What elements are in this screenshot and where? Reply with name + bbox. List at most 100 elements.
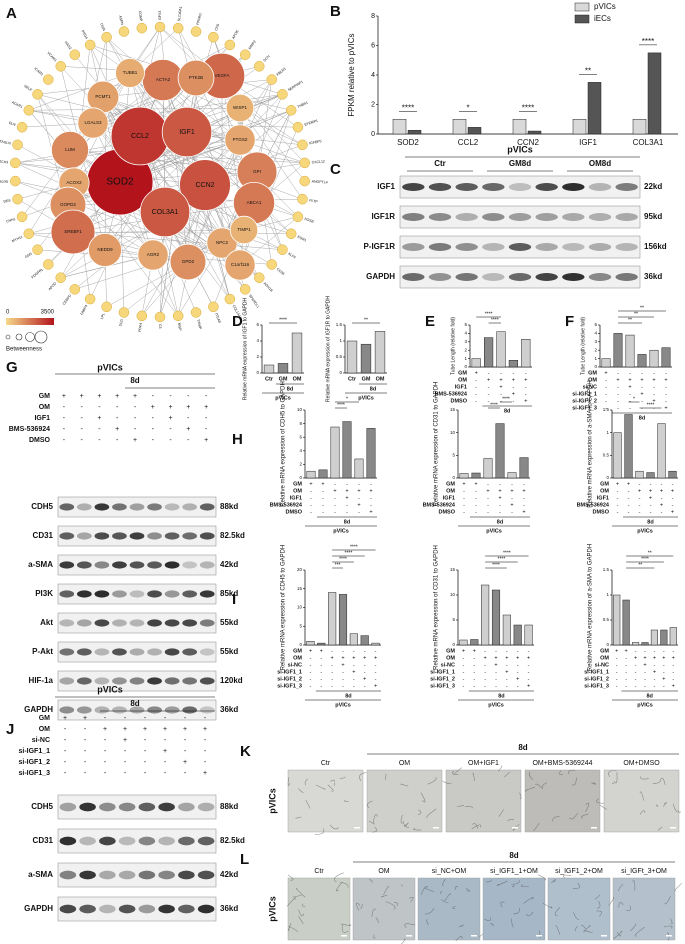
- image-caption: OM+BMS-5369244: [532, 760, 592, 767]
- bar: [392, 119, 407, 135]
- sig-stars: ****: [522, 103, 534, 112]
- bar: [572, 119, 587, 135]
- treatment-sign: +: [163, 726, 167, 733]
- treatment-sign: +: [494, 655, 497, 661]
- y-tick-label: 4: [371, 72, 375, 79]
- node-label: LUM: [65, 147, 75, 152]
- treatment-sign: +: [62, 393, 66, 400]
- blot-row-label: GAPDH: [24, 705, 53, 714]
- micrograph: [417, 877, 481, 941]
- cell-network: [380, 894, 388, 898]
- treatment-sign: +: [203, 726, 207, 733]
- treatment-sign: -: [629, 391, 631, 397]
- y-tick-label: 2: [594, 347, 597, 352]
- cell-network: [340, 882, 349, 888]
- blot-band: [199, 503, 215, 511]
- treatment-sign: +: [652, 377, 655, 383]
- image-caption: OM: [378, 868, 389, 875]
- treatment-sign: -: [499, 509, 501, 515]
- cell-network: [295, 888, 306, 898]
- treatment-sign: -: [463, 662, 465, 668]
- treatment-sign: +: [473, 648, 476, 654]
- treatment-sign: +: [331, 655, 334, 661]
- treatment-sign: +: [321, 481, 324, 487]
- sig-stars: ****: [345, 550, 353, 556]
- size-legend: [34, 330, 48, 344]
- node: [115, 58, 145, 88]
- blot-header: pVICs: [97, 362, 123, 372]
- bar: [484, 337, 494, 368]
- treatment-sign: -: [499, 502, 501, 508]
- blot-band: [182, 677, 198, 685]
- scale-bar: [471, 935, 477, 937]
- legend-swatch: [574, 2, 590, 12]
- treatment-sign: +: [133, 437, 137, 444]
- treatment-sign: -: [346, 509, 348, 515]
- y-tick-label: 10: [297, 407, 303, 412]
- blot-band: [164, 677, 180, 685]
- blot-band: [178, 802, 195, 812]
- label: 8d: [345, 693, 351, 699]
- ring-label: VCAM1: [46, 51, 57, 63]
- treatment-sign: -: [375, 676, 377, 682]
- cell-network: [504, 771, 510, 778]
- treatment-sign: -: [517, 669, 519, 675]
- scale-bar: [433, 827, 439, 829]
- treatment-sign: -: [463, 495, 465, 501]
- cell-network: [393, 901, 399, 906]
- treatment-sign: -: [506, 662, 508, 668]
- node: [88, 233, 122, 267]
- node-label: CCN2: [195, 182, 214, 189]
- treatment-name: OM: [588, 377, 597, 383]
- treatment-sign: -: [64, 737, 67, 744]
- treatment-sign: -: [364, 662, 366, 668]
- sig-stars: **: [634, 311, 638, 317]
- treatment-name: si-NC: [583, 384, 597, 390]
- label: 8d: [647, 693, 653, 699]
- x-tick-label: CCL2: [458, 138, 479, 147]
- treatment-sign: +: [103, 726, 107, 733]
- ring-node: [266, 74, 277, 85]
- y-tick-label: 4: [594, 331, 597, 336]
- treatment-sign: +: [143, 726, 147, 733]
- cell-network: [616, 931, 622, 937]
- treatment-name: GM: [600, 481, 609, 487]
- treatment-sign: -: [488, 384, 490, 390]
- treatment-sign: -: [463, 509, 465, 515]
- ring-label: FOSB: [304, 217, 315, 224]
- cell-network: [287, 874, 294, 881]
- blot-band: [164, 706, 180, 714]
- treatment-sign: -: [512, 398, 514, 404]
- treatment-sign: +: [505, 669, 508, 675]
- blot-band: [402, 213, 425, 221]
- cell-network: [298, 788, 304, 793]
- treatment-sign: +: [83, 715, 87, 722]
- treatment-name: si-IGF1_3: [277, 683, 302, 689]
- cell-network: [528, 771, 534, 781]
- micrograph: [287, 769, 364, 833]
- cell-network: [401, 884, 404, 887]
- treatment-sign: -: [617, 384, 619, 390]
- blot-header: pVICs: [507, 144, 533, 154]
- treatment-sign: -: [320, 669, 322, 675]
- blot-kd: 82.5kd: [220, 836, 245, 845]
- treatment-sign: -: [663, 662, 665, 668]
- treatment-sign: -: [475, 398, 477, 404]
- blot-band: [112, 619, 127, 627]
- blot-kd: 22kd: [644, 182, 662, 191]
- treatment-sign: -: [644, 648, 646, 654]
- treatment-name: GM: [446, 481, 455, 487]
- treatment-sign: +: [512, 391, 515, 397]
- treatment-sign: -: [473, 655, 475, 661]
- blot-header: pVICs: [97, 684, 123, 694]
- treatment-sign: -: [104, 770, 107, 777]
- blot-band: [182, 706, 198, 714]
- bar: [508, 360, 518, 368]
- treatment-name: si-IGF1_2: [584, 676, 609, 682]
- ring-label: NOTCH3: [0, 159, 8, 164]
- size-legend: [5, 334, 11, 340]
- blot-band: [112, 503, 127, 511]
- blot-row-label: CD31: [33, 836, 54, 845]
- treatment-sign: +: [462, 648, 465, 654]
- ring-node: [208, 301, 219, 313]
